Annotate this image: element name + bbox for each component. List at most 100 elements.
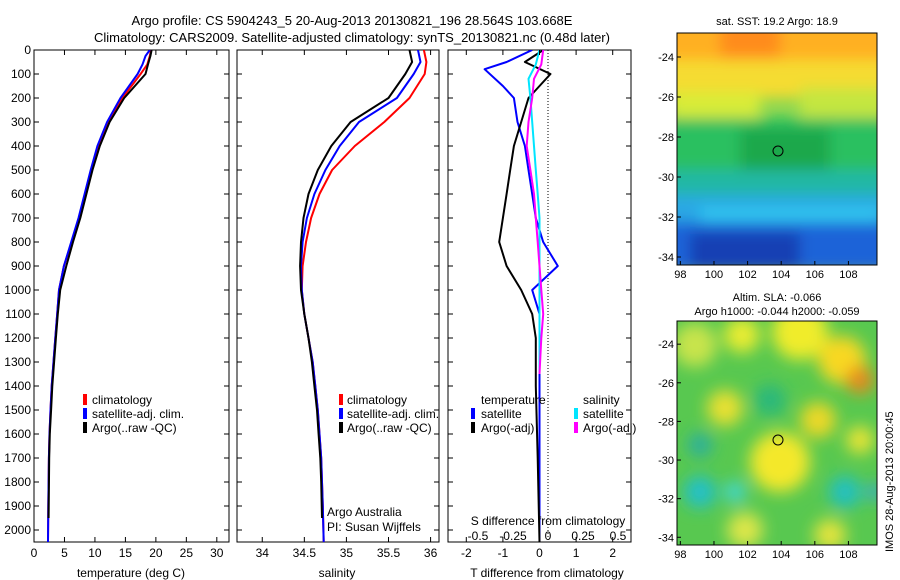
legend-temp-argo: Argo(-adj) xyxy=(481,421,534,435)
legend-climatology: climatology xyxy=(347,393,407,407)
series-line-0 xyxy=(47,50,152,542)
y-tick-label: 1100 xyxy=(5,307,31,321)
legend-swatch-climatology xyxy=(83,394,87,405)
y-tick-label: 400 xyxy=(11,139,31,153)
legend-title-salinity: salinity xyxy=(583,393,620,407)
salinity-legend: climatology satellite-adj. clim. Argo(..… xyxy=(339,393,439,435)
legend-swatch-satellite xyxy=(83,408,87,419)
timestamp-stamp: IMOS 28-Aug-2013 20:00:45 xyxy=(884,411,896,552)
credit-line1: Argo Australia xyxy=(327,505,402,519)
salinity-xlabel: salinity xyxy=(319,566,356,580)
map-y-tick-label: -30 xyxy=(658,172,674,184)
x-tick-label: 30 xyxy=(210,546,224,560)
x-tick-label: 0 xyxy=(536,546,543,560)
sst-map-panel: sat. SST: 19.2 Argo: 18.9 98 100 102 104 106… xyxy=(658,16,878,281)
series-line-3 xyxy=(525,50,545,375)
series-line-1 xyxy=(300,50,422,542)
legend-satellite: satellite-adj. clim. xyxy=(347,407,439,421)
map-x-tick-label: 108 xyxy=(839,269,857,281)
difference-profile-panel: -2 -1 0 1 2 -0.5 -0.25 0 0.25 0.5 temperature sal… xyxy=(447,49,636,580)
y-tick-label: 0 xyxy=(24,43,31,57)
series-line-2 xyxy=(527,50,541,374)
x-tick-label: 35.5 xyxy=(377,546,401,560)
y-tick-label: 1400 xyxy=(4,379,31,393)
legend-sal-argo: Argo(-adj) xyxy=(583,421,636,435)
top-tick-label: 0 xyxy=(545,529,552,543)
salinity-profile-panel: 34 34.5 35 35.5 36 climatology satellite-adj… xyxy=(236,49,440,580)
map-y-tick-label: -34 xyxy=(658,252,674,264)
credit-line2: PI: Susan Wijffels xyxy=(327,520,421,534)
sst-field xyxy=(677,33,877,265)
x-tick-label: -1 xyxy=(498,546,509,560)
x-tick-label: 34 xyxy=(256,546,270,560)
y-tick-label: 600 xyxy=(11,187,31,201)
sst-map-title: sat. SST: 19.2 Argo: 18.9 xyxy=(716,16,838,28)
x-tick-label: 35 xyxy=(340,546,354,560)
legend-climatology: climatology xyxy=(92,393,152,407)
map-y-tick-label: -24 xyxy=(658,339,674,351)
argo-location-marker xyxy=(772,434,784,446)
map-x-tick-label: 108 xyxy=(839,549,857,561)
map-y-tick-label: -34 xyxy=(658,532,674,544)
top-tick-label: 0.25 xyxy=(571,529,595,543)
salinity-difference-label: S difference from climatology xyxy=(471,514,626,528)
sla-map-subtitle: Argo h1000: -0.044 h2000: -0.059 xyxy=(694,306,859,318)
legend-argo: Argo(..raw -QC) xyxy=(347,421,432,435)
y-tick-label: 1200 xyxy=(4,331,31,345)
sla-map-title: Altim. SLA: -0.066 xyxy=(733,292,822,304)
map-y-tick-label: -26 xyxy=(658,92,674,104)
temperature-legend: climatology satellite-adj. clim. Argo(..… xyxy=(83,393,184,435)
y-tick-label: 1900 xyxy=(4,499,31,513)
map-x-tick-label: 100 xyxy=(705,549,723,561)
y-tick-label: 1800 xyxy=(4,475,31,489)
map-x-tick-label: 100 xyxy=(705,269,723,281)
argo-location-marker xyxy=(772,145,784,157)
x-tick-label: 36 xyxy=(424,546,438,560)
series-line-1 xyxy=(498,50,552,542)
map-x-tick-label: 106 xyxy=(806,549,824,561)
y-tick-label: 1300 xyxy=(4,355,31,369)
sla-map-panel: Altim. SLA: -0.066 Argo h1000: -0.044 h2… xyxy=(658,292,878,561)
legend-sal-satellite: satellite xyxy=(583,407,624,421)
temperature-xlabel: temperature (deg C) xyxy=(77,566,185,580)
legend-title-temperature: temperature xyxy=(481,393,546,407)
difference-legend: temperature salinity satellite Argo(-adj… xyxy=(471,393,636,435)
map-x-tick-label: 102 xyxy=(738,549,756,561)
y-tick-label: 2000 xyxy=(4,523,31,537)
legend-swatch-satellite xyxy=(339,408,343,419)
legend-swatch-sal-satellite xyxy=(574,408,578,419)
y-tick-label: 100 xyxy=(11,67,31,81)
legend-satellite: satellite-adj. clim. xyxy=(92,407,184,421)
y-tick-label: 500 xyxy=(11,163,31,177)
legend-swatch-temp-argo xyxy=(471,422,475,433)
legend-swatch-temp-satellite xyxy=(471,408,475,419)
y-tick-label: 700 xyxy=(11,211,31,225)
map-y-tick-label: -28 xyxy=(658,416,674,428)
temperature-profile-panel: 0 5 10 15 20 25 300100200300400500600700800900… xyxy=(4,43,230,580)
series-line-1 xyxy=(47,50,151,542)
x-tick-label: 5 xyxy=(61,546,68,560)
y-tick-label: 1600 xyxy=(4,427,31,441)
series-line-2 xyxy=(299,50,414,519)
map-y-tick-label: -30 xyxy=(658,455,674,467)
y-tick-label: 200 xyxy=(11,91,31,105)
y-tick-label: 800 xyxy=(11,235,31,249)
map-y-tick-label: -32 xyxy=(658,212,674,224)
legend-temp-satellite: satellite xyxy=(481,407,522,421)
x-tick-label: 25 xyxy=(180,546,194,560)
x-tick-label: 20 xyxy=(149,546,163,560)
map-y-tick-label: -24 xyxy=(658,52,674,64)
legend-swatch-sal-argo xyxy=(574,422,578,433)
top-tick-label: -0.5 xyxy=(468,529,489,543)
map-y-tick-label: -32 xyxy=(658,494,674,506)
y-tick-label: 1000 xyxy=(4,283,31,297)
x-tick-label: 0 xyxy=(31,546,38,560)
temperature-difference-xlabel: T difference from climatology xyxy=(470,566,624,580)
map-x-tick-label: 104 xyxy=(772,269,790,281)
x-tick-label: -2 xyxy=(461,546,472,560)
x-tick-label: 34.5 xyxy=(293,546,317,560)
header-line2: Climatology: CARS2009. Satellite-adjuste… xyxy=(94,30,610,45)
map-x-tick-label: 98 xyxy=(674,269,686,281)
top-tick-label: -0.25 xyxy=(499,529,527,543)
